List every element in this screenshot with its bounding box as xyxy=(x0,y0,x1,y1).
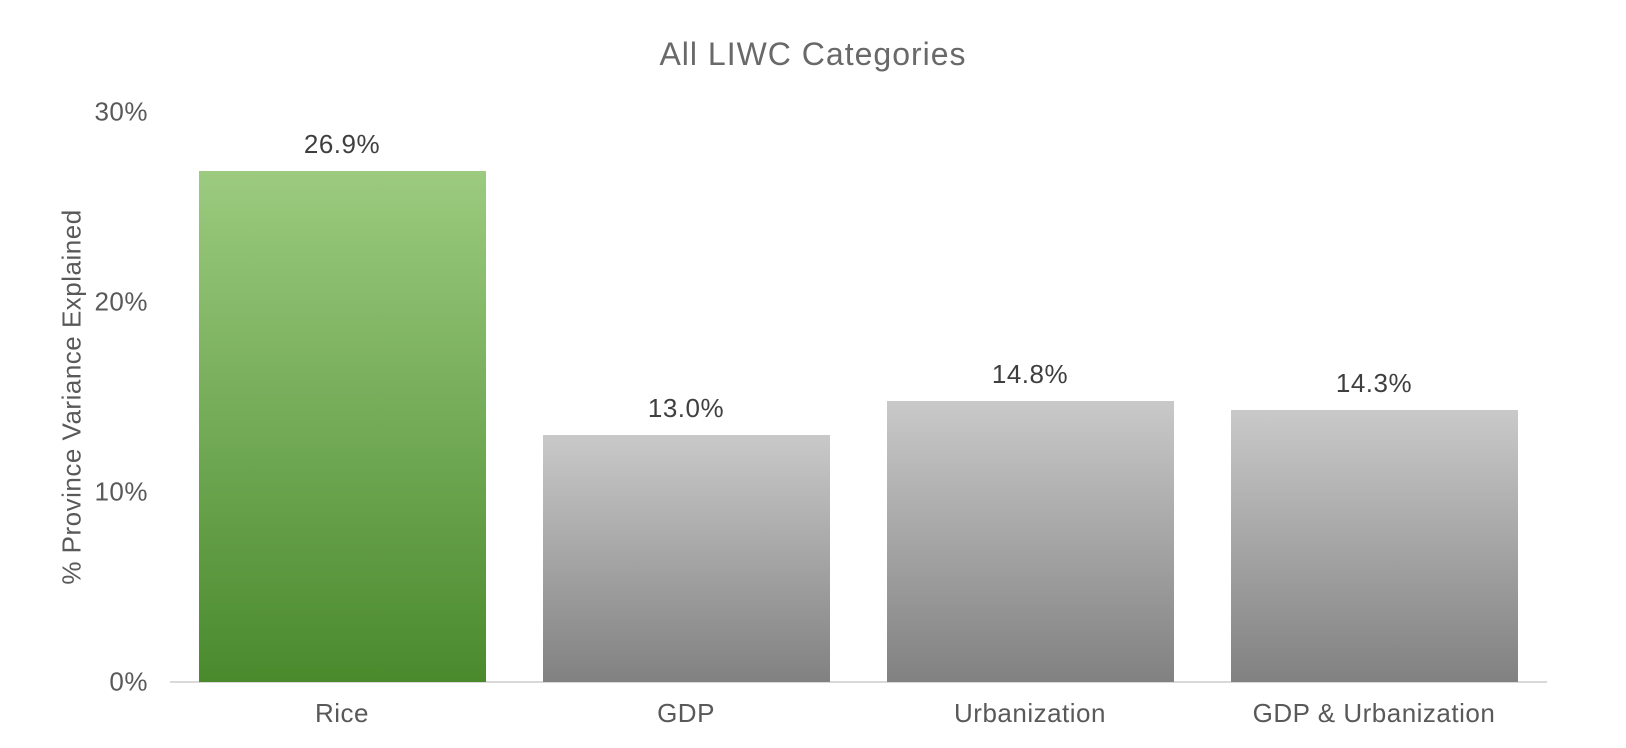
bar-urbanization xyxy=(886,400,1174,682)
y-tick-label: 30% xyxy=(94,96,148,127)
bar-gdp xyxy=(542,435,830,682)
bar-gdp-urbanization xyxy=(1230,410,1518,682)
y-tick-label: 10% xyxy=(94,476,148,507)
x-axis-line xyxy=(170,681,1547,683)
y-axis-title: % Province Variance Explained xyxy=(56,209,87,585)
data-label: 26.9% xyxy=(303,128,381,159)
data-label: 13.0% xyxy=(647,393,725,423)
chart-title: All LIWC Categories xyxy=(659,36,967,72)
y-tick-label: 0% xyxy=(109,666,148,697)
x-category-label: GDP xyxy=(657,698,715,728)
x-category-label: Rice xyxy=(314,698,370,728)
data-label: 14.8% xyxy=(991,358,1069,389)
data-label: 14.3% xyxy=(1335,368,1413,399)
bar-rice xyxy=(198,170,486,682)
x-category-label: Urbanization xyxy=(954,698,1106,728)
y-tick-label: 20% xyxy=(94,286,148,317)
x-category-label: GDP & Urbanization xyxy=(1252,698,1496,728)
